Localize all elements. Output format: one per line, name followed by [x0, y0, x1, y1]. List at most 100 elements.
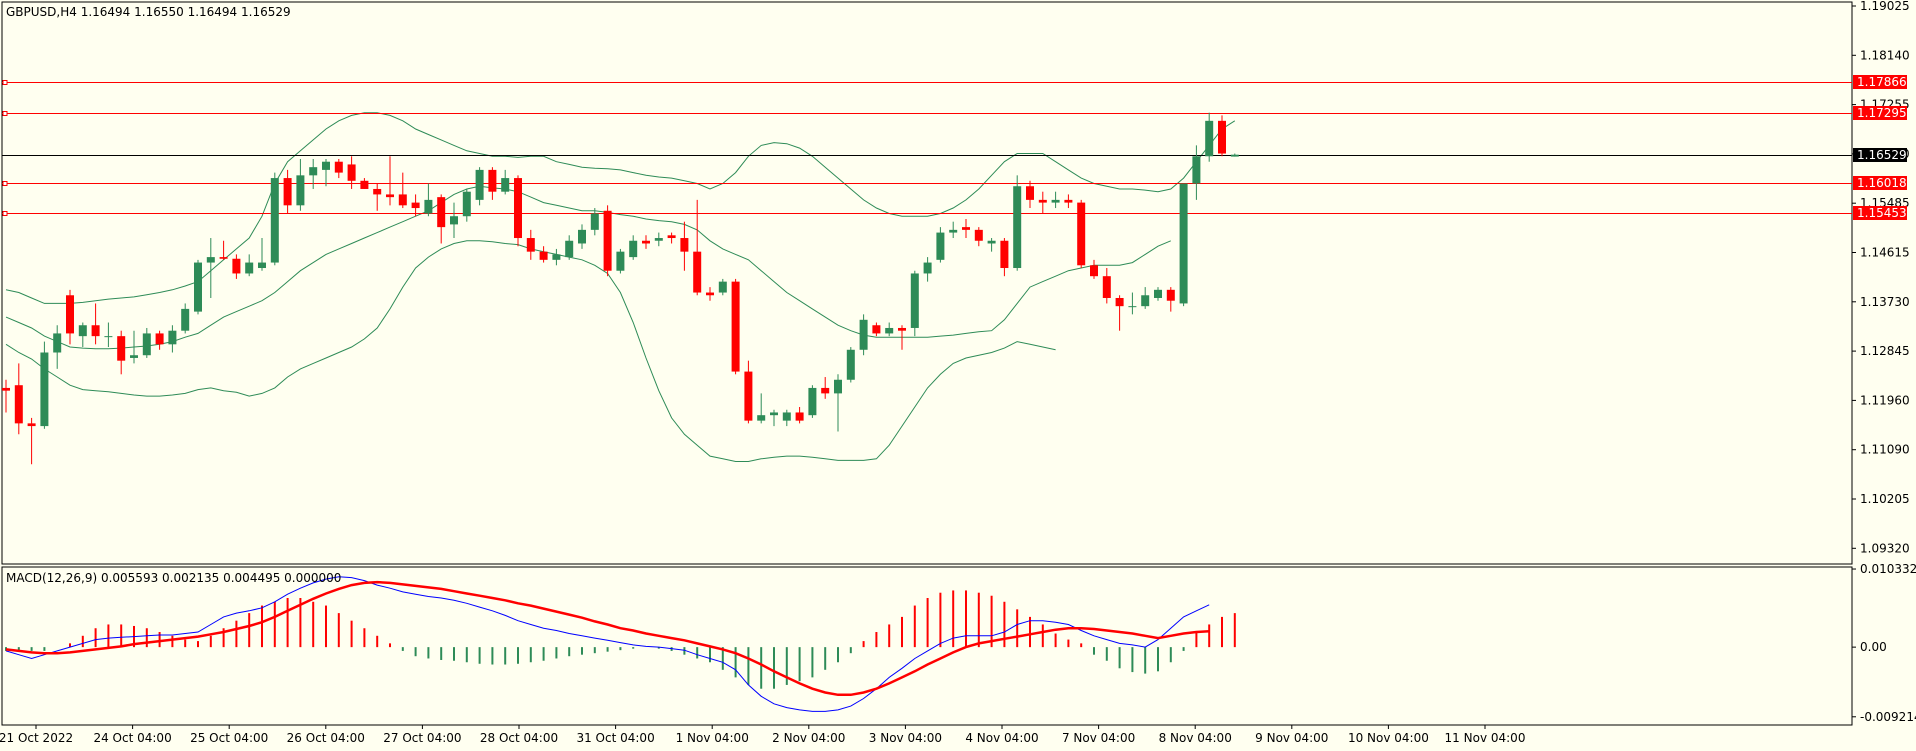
price-tick-label: 1.14615 [1860, 246, 1910, 260]
candle-body [859, 319, 868, 350]
candle-body [1038, 199, 1047, 203]
candle-body [1077, 202, 1086, 266]
candle-body [1090, 265, 1098, 277]
price-tick-label: 1.11960 [1860, 393, 1910, 407]
middle-band-line [5, 185, 1171, 350]
price-tick-label: 1.18140 [1860, 48, 1910, 62]
candle-body [552, 254, 561, 260]
candle-body [770, 412, 778, 416]
candle-body [846, 349, 855, 380]
price-tick-label: 1.10205 [1860, 492, 1910, 506]
candle-body [219, 257, 228, 259]
candle-body [386, 194, 394, 198]
candle-body [629, 240, 638, 258]
candle-body [974, 229, 983, 241]
candle-body [1218, 120, 1226, 154]
candle-body [181, 308, 190, 331]
candlesticks [2, 112, 1239, 465]
candle-body [1205, 120, 1214, 157]
candle-body [962, 227, 970, 230]
macd-header: MACD(12,26,9) 0.005593 0.002135 0.004495… [6, 571, 341, 585]
candle-body [40, 352, 49, 427]
time-tick-label: 1 Nov 04:00 [676, 731, 749, 745]
candle-body [360, 180, 369, 189]
candle-body [1026, 186, 1034, 200]
candle-body [539, 251, 548, 260]
candle-body [654, 238, 663, 241]
candle-body [334, 161, 343, 173]
candle-body [667, 235, 676, 239]
candle-body [782, 412, 791, 421]
candle-body [322, 161, 330, 170]
price-pane-frame [1, 1, 1853, 565]
time-tick-label: 2 Nov 04:00 [772, 731, 845, 745]
macd-indicator [5, 576, 1236, 712]
candle-body [475, 169, 484, 200]
candle-body [155, 333, 164, 345]
current-price-label: 1.16529 [1857, 148, 1907, 162]
candle-body [1179, 183, 1188, 304]
candle-body [373, 188, 382, 195]
macd-axis: 0.010332 0.00 -0.009214 [1852, 562, 1916, 724]
candle-body [987, 240, 996, 244]
candle-body [1141, 295, 1150, 307]
candle-body [130, 355, 138, 358]
candle-body [270, 178, 279, 263]
candle-body [923, 262, 932, 274]
price-tick-label: 1.19025 [1860, 0, 1910, 13]
level-label: 1.17295 [1857, 106, 1907, 120]
time-tick-label: 10 Nov 04:00 [1348, 731, 1429, 745]
time-tick-label: 24 Oct 04:00 [93, 731, 171, 745]
candle-body [27, 423, 36, 427]
candle-body [66, 295, 74, 334]
candle-body [872, 325, 881, 334]
time-tick-label: 4 Nov 04:00 [965, 731, 1038, 745]
candle-body [1192, 156, 1201, 184]
candle-body [757, 415, 766, 421]
macd-pane-frame [1, 566, 1853, 726]
candle-body [590, 213, 599, 230]
macd-tick-label: 0.00 [1860, 640, 1887, 654]
candle-body [1051, 199, 1060, 203]
candle-body [462, 191, 471, 217]
time-tick-label: 3 Nov 04:00 [869, 731, 942, 745]
level-label: 1.16018 [1857, 176, 1907, 190]
time-tick-label: 28 Oct 04:00 [480, 731, 558, 745]
candle-body [411, 202, 420, 209]
candle-body [258, 262, 266, 269]
candle-body [296, 175, 305, 206]
candle-body [526, 238, 535, 252]
price-tick-label: 1.11090 [1860, 443, 1910, 457]
candle-body [2, 387, 10, 391]
candle-body [1154, 289, 1162, 298]
candle-body [821, 387, 830, 394]
candle-body [53, 333, 62, 353]
candle-body [437, 197, 446, 228]
candle-body [1115, 297, 1124, 307]
candle-body [949, 229, 958, 233]
time-tick-label: 27 Oct 04:00 [383, 731, 461, 745]
level-handle [2, 181, 8, 186]
candle-body [744, 371, 753, 421]
candle-body [834, 379, 842, 394]
time-tick-label: 9 Nov 04:00 [1255, 731, 1328, 745]
candle-body [142, 333, 151, 356]
candle-body [206, 257, 215, 263]
horizontal-levels[interactable] [2, 80, 1852, 216]
macd-signal-line [5, 580, 1210, 697]
candle-body [424, 199, 433, 214]
candle-body [885, 327, 894, 334]
candle-body [78, 325, 87, 337]
candle-body [603, 210, 612, 271]
candle-body [642, 240, 650, 244]
time-tick-label: 7 Nov 04:00 [1062, 731, 1135, 745]
level-label: 1.15453 [1857, 206, 1907, 220]
candle-body [104, 336, 113, 338]
time-tick-label: 31 Oct 04:00 [576, 731, 654, 745]
candle-body [808, 387, 817, 416]
candle-body [898, 327, 906, 331]
price-tick-label: 1.13730 [1860, 295, 1910, 309]
